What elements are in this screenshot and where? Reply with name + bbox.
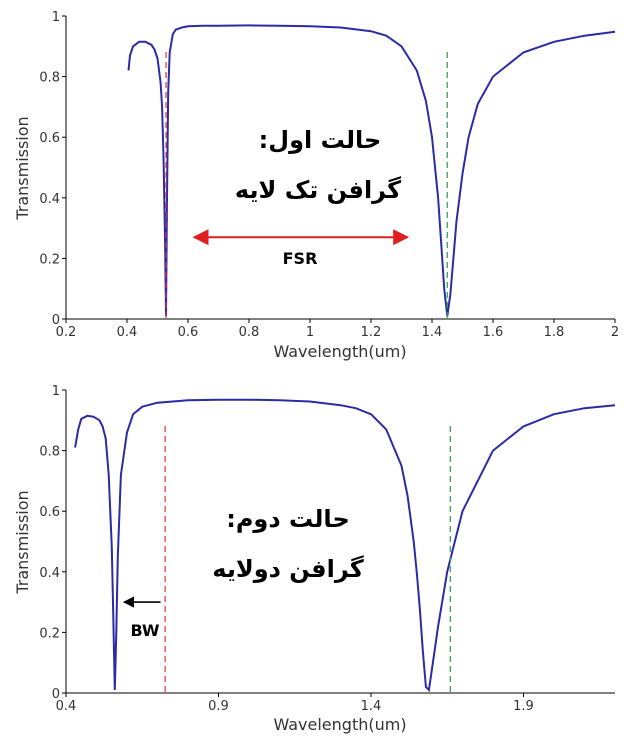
bottom-y-tick-label: 0.2 (39, 626, 60, 641)
top-transmission-curve (127, 24, 616, 317)
bottom-chart: 0.4 0.9 1.4 1.9 0 0.2 0.4 0.6 0.8 1 Wavelength(um… (13, 384, 616, 734)
top-chart: 0.2 0.4 0.6 0.8 1 1.2 1.4 1.6 1.8 200.20.40.60.81… (13, 10, 619, 361)
bottom-y-tick-label: 1 (52, 384, 60, 399)
top-x-axis-title: Wavelength(um) (273, 342, 406, 361)
bottom-y-tick-label: 0.8 (39, 445, 60, 460)
bottom-y-tick-label: 0.6 (39, 505, 60, 520)
top-x-tick-label: 0.8 (239, 325, 260, 340)
bottom-y-tick-label: 0 (52, 687, 60, 702)
top-y-tick-label: 0.2 (39, 252, 60, 267)
bottom-x-tick-label: 1.9 (513, 699, 534, 714)
top-x-tick-label: 2 (611, 325, 619, 340)
top-case-title: حالت اول: (259, 126, 382, 154)
top-x-tick-label: 1.8 (544, 325, 565, 340)
top-y-tick-label: 1 (52, 10, 60, 25)
bottom-grid-ticks: 0.4 0.9 1.4 1.9 0 0.2 0.4 0.6 0.8 1 (39, 384, 534, 714)
top-x-tick-label: 1.4 (422, 325, 443, 340)
bottom-case-subtitle: گرافن دولایه (212, 555, 363, 583)
top-x-tick-label: 0.2 (56, 325, 77, 340)
top-y-tick-label: 0.8 (39, 71, 60, 86)
bottom-x-tick-label: 1.4 (361, 699, 382, 714)
bottom-x-axis-title: Wavelength(um) (273, 715, 406, 734)
fsr-label: FSR (283, 249, 318, 268)
top-x-tick-label: 1.6 (483, 325, 504, 340)
top-x-tick-label: 1.2 (361, 325, 382, 340)
bottom-y-axis-title: Transmission (13, 490, 32, 594)
top-grid-ticks: 0.2 0.4 0.6 0.8 1 1.2 1.4 1.6 1.8 200.20.40.60.81 (39, 10, 619, 340)
top-y-tick-label: 0 (52, 313, 60, 328)
top-x-tick-label: 0.4 (117, 325, 138, 340)
top-y-tick-label: 0.4 (39, 192, 60, 207)
bottom-case-title: حالت دوم: (226, 505, 350, 533)
top-y-axis-title: Transmission (13, 116, 32, 220)
bottom-transmission-curve (74, 398, 616, 693)
top-x-tick-label: 1 (306, 325, 314, 340)
bottom-x-tick-label: 0.9 (208, 699, 229, 714)
bottom-x-tick-label: 0.4 (56, 699, 77, 714)
top-y-tick-label: 0.6 (39, 131, 60, 146)
top-case-subtitle: گرافن تک لایه (235, 176, 401, 204)
top-x-tick-label: 0.6 (178, 325, 199, 340)
bw-label: BW (131, 621, 160, 640)
bottom-y-tick-label: 0.4 (39, 566, 60, 581)
